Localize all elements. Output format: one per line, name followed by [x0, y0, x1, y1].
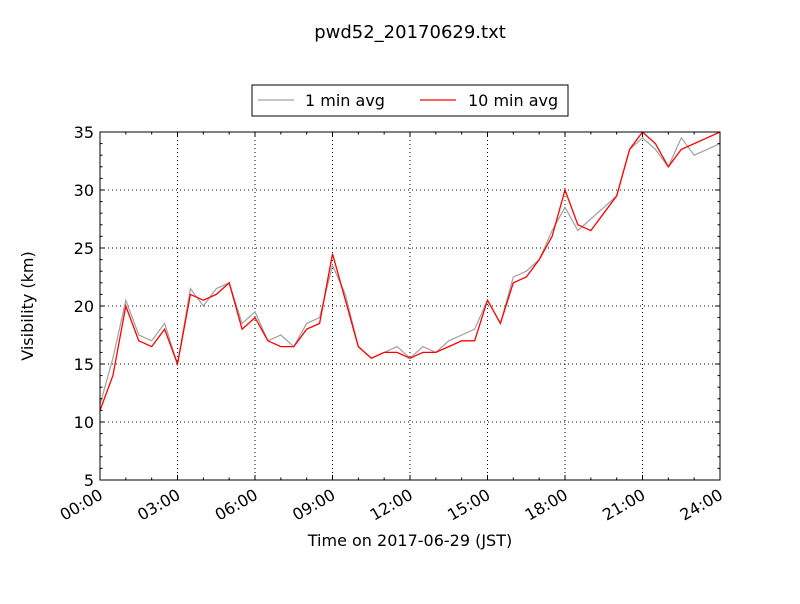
grid — [100, 132, 720, 480]
x-axis-label: Time on 2017-06-29 (JST) — [307, 531, 512, 550]
x-tick-label: 00:00 — [57, 485, 106, 525]
axis-ticks: 00:00 03:00 06:00 09:00 12:00 15:00 18:00 21:00… — [57, 123, 726, 525]
y-tick-label: 35 — [74, 123, 94, 142]
legend-box — [251, 84, 569, 117]
y-tick-label: 30 — [74, 181, 94, 200]
x-tick-label: 15:00 — [444, 485, 493, 525]
legend-label-1min: 1 min avg — [305, 91, 385, 110]
x-tick-label: 12:00 — [367, 485, 416, 525]
chart-title: pwd52_20170629.txt — [314, 22, 506, 43]
x-tick-label: 09:00 — [289, 485, 338, 525]
series-10min-avg-line — [100, 132, 720, 411]
y-tick-label: 15 — [74, 355, 94, 374]
plot-series — [100, 132, 720, 411]
x-tick-label: 21:00 — [599, 485, 648, 525]
y-tick-label: 20 — [74, 297, 94, 316]
y-tick-label: 25 — [74, 239, 94, 258]
x-tick-label: 24:00 — [677, 485, 726, 525]
legend: 1 min avg 10 min avg — [251, 84, 569, 117]
legend-label-10min: 10 min avg — [468, 91, 558, 110]
x-tick-label: 18:00 — [522, 485, 571, 525]
x-tick-label: 06:00 — [212, 485, 261, 525]
x-tick-label: 03:00 — [134, 485, 183, 525]
y-tick-label: 5 — [84, 471, 94, 490]
y-tick-label: 10 — [74, 413, 94, 432]
y-axis-label: Visibility (km) — [18, 251, 37, 360]
